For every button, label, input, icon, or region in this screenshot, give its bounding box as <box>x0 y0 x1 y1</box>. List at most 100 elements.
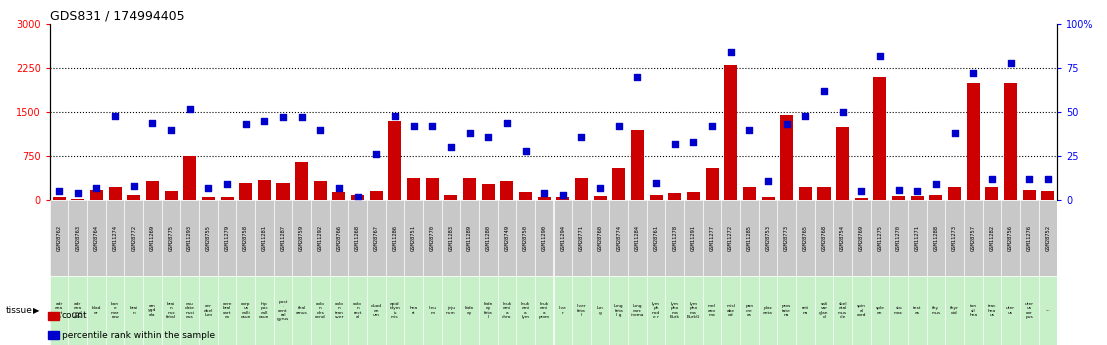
Text: hea
rt: hea rt <box>410 306 417 315</box>
Bar <box>239 183 252 200</box>
Bar <box>870 200 889 276</box>
Bar <box>889 276 908 345</box>
Bar <box>349 200 366 276</box>
Bar <box>482 184 495 200</box>
Text: GSM11293: GSM11293 <box>187 225 193 251</box>
Bar <box>500 181 514 200</box>
Bar <box>370 191 383 200</box>
Bar <box>889 200 908 276</box>
Bar <box>927 276 945 345</box>
Bar <box>273 200 292 276</box>
Bar <box>964 200 983 276</box>
Point <box>964 71 982 76</box>
Text: lung
carc
inoma: lung carc inoma <box>631 304 644 317</box>
Bar <box>684 276 703 345</box>
Point <box>330 185 348 190</box>
Text: GDS831 / 174994405: GDS831 / 174994405 <box>50 10 185 23</box>
Bar <box>628 276 646 345</box>
Bar <box>610 200 628 276</box>
Bar <box>463 178 476 200</box>
Point <box>180 106 198 111</box>
Bar <box>983 276 1001 345</box>
Text: leuk
emi
a
lym: leuk emi a lym <box>521 302 530 319</box>
Point <box>796 113 814 118</box>
Text: GSM28749: GSM28749 <box>505 225 509 251</box>
Text: uter
us
cor
pus: uter us cor pus <box>1025 302 1034 319</box>
Point <box>554 192 571 198</box>
Text: GSM28761: GSM28761 <box>653 225 659 251</box>
Bar <box>479 276 497 345</box>
Bar <box>423 276 442 345</box>
Bar <box>631 130 644 200</box>
Text: skel
etal
mus
cle: skel etal mus cle <box>838 302 847 319</box>
Bar <box>911 196 924 200</box>
Point <box>815 88 832 94</box>
Text: GSM28775: GSM28775 <box>168 225 174 251</box>
Bar <box>124 276 143 345</box>
Text: hip
poc
call
osun: hip poc call osun <box>259 302 269 319</box>
Point <box>275 115 292 120</box>
Point <box>368 151 385 157</box>
Bar <box>90 190 103 200</box>
Bar <box>572 200 591 276</box>
Bar <box>1001 276 1020 345</box>
Bar <box>741 200 758 276</box>
Text: sto
mac: sto mac <box>894 306 903 315</box>
Text: GSM11272: GSM11272 <box>728 225 733 251</box>
Point <box>945 130 963 136</box>
Point <box>890 187 908 192</box>
Bar <box>554 200 572 276</box>
Bar <box>948 187 961 200</box>
Point <box>218 181 236 187</box>
Point <box>125 183 143 189</box>
Text: cau
date
nuci
eus: cau date nuci eus <box>185 302 195 319</box>
Bar <box>218 200 237 276</box>
Bar <box>591 276 610 345</box>
Point <box>386 113 404 118</box>
Bar <box>1042 191 1054 200</box>
Bar <box>927 200 945 276</box>
Text: bon
e
mar
row: bon e mar row <box>111 302 120 319</box>
Bar <box>349 276 366 345</box>
Bar <box>255 200 273 276</box>
Point <box>834 109 851 115</box>
Bar <box>407 178 421 200</box>
Bar <box>593 196 607 200</box>
Text: GSM28750: GSM28750 <box>523 225 528 251</box>
Bar <box>385 276 404 345</box>
Text: cere
bral
cort
ex: cere bral cort ex <box>223 302 231 319</box>
Bar <box>873 77 887 200</box>
Text: trac
hea
us: trac hea us <box>987 304 996 317</box>
Bar <box>108 187 122 200</box>
Text: GSM28751: GSM28751 <box>411 225 416 251</box>
Bar <box>330 200 349 276</box>
Bar <box>743 187 756 200</box>
Point <box>256 118 273 124</box>
Point <box>741 127 758 132</box>
Bar <box>817 187 830 200</box>
Text: lym
pho
ma
Burk: lym pho ma Burk <box>670 302 680 319</box>
Point <box>442 145 459 150</box>
Bar <box>777 276 796 345</box>
Text: mel
ano
ma: mel ano ma <box>708 304 716 317</box>
Bar <box>292 276 311 345</box>
Bar <box>50 200 69 276</box>
Bar <box>892 196 906 200</box>
Text: thy
mus: thy mus <box>931 306 941 315</box>
Bar <box>311 200 330 276</box>
Bar <box>162 200 180 276</box>
Bar <box>143 200 162 276</box>
Point <box>722 50 739 55</box>
Text: jeju
num: jeju num <box>446 306 456 315</box>
Bar <box>497 200 516 276</box>
Bar <box>535 200 554 276</box>
Bar <box>143 276 162 345</box>
Point <box>423 124 441 129</box>
Text: GSM28752: GSM28752 <box>1045 225 1051 251</box>
Bar <box>162 276 180 345</box>
Point <box>759 178 777 184</box>
Bar <box>237 276 255 345</box>
Bar <box>1038 276 1057 345</box>
Bar <box>575 178 588 200</box>
Bar <box>237 200 255 276</box>
